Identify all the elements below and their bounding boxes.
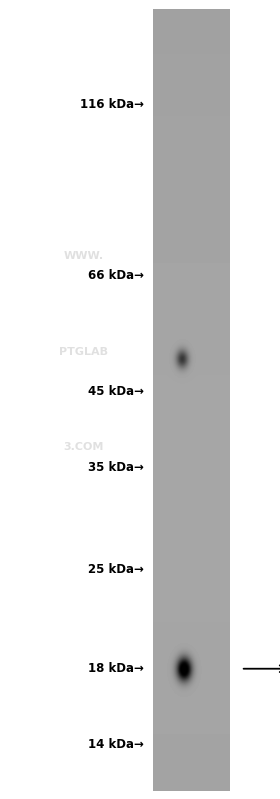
- Text: 18 kDa→: 18 kDa→: [88, 662, 144, 675]
- Text: WWW.: WWW.: [64, 251, 104, 260]
- Text: 3.COM: 3.COM: [64, 443, 104, 452]
- Text: 116 kDa→: 116 kDa→: [80, 97, 144, 110]
- Text: 66 kDa→: 66 kDa→: [88, 268, 144, 281]
- Text: PTGLAB: PTGLAB: [59, 347, 109, 356]
- Text: 35 kDa→: 35 kDa→: [88, 461, 144, 474]
- Text: 14 kDa→: 14 kDa→: [88, 738, 144, 751]
- Text: 25 kDa→: 25 kDa→: [88, 562, 144, 576]
- Text: 45 kDa→: 45 kDa→: [88, 384, 144, 398]
